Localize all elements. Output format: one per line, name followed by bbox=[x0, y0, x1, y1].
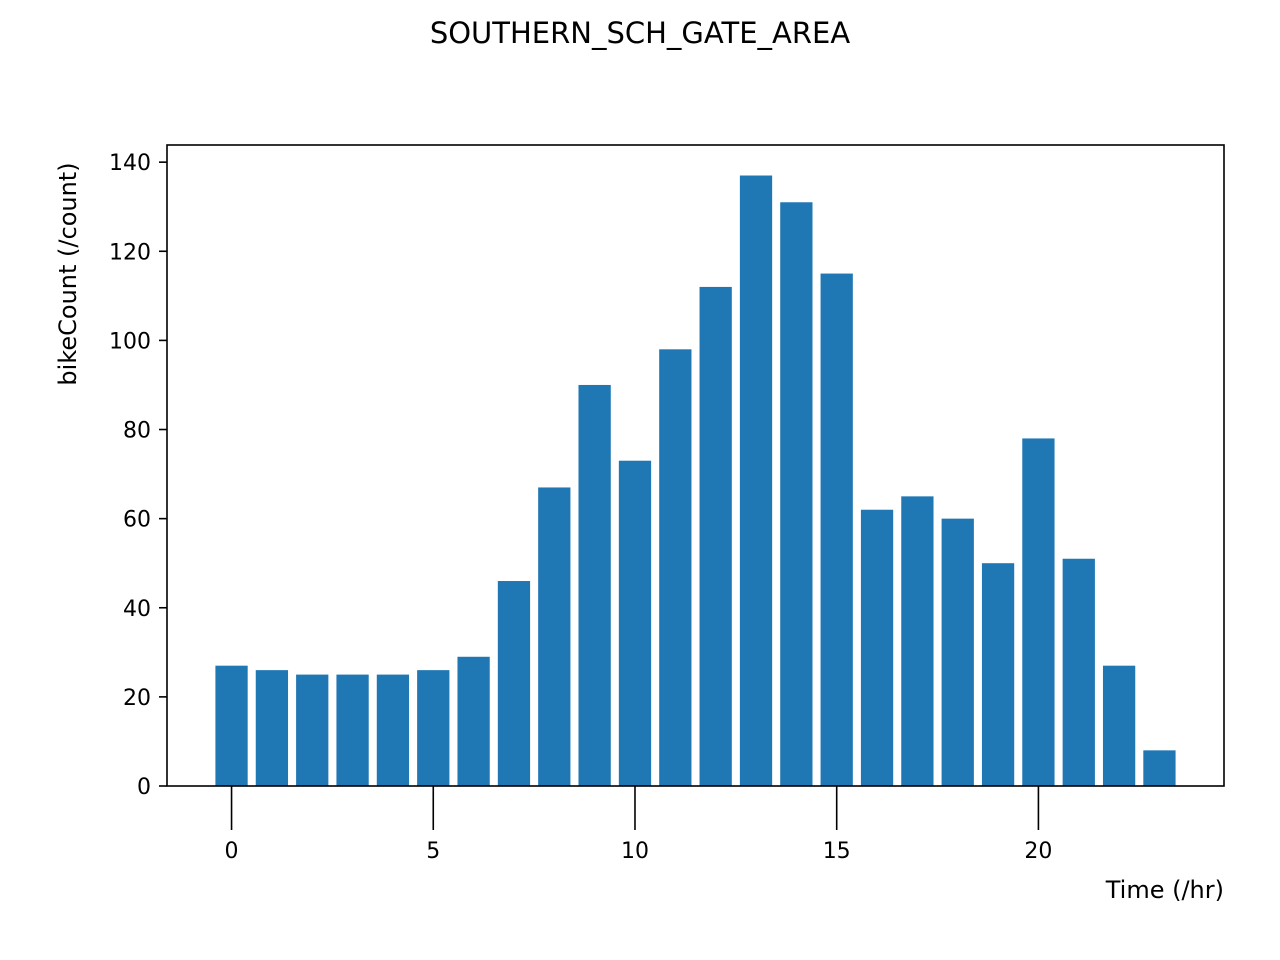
bar-hour-2 bbox=[296, 674, 329, 786]
bar-hour-20 bbox=[1022, 438, 1055, 786]
bar-hour-15 bbox=[820, 273, 853, 786]
bars-group bbox=[215, 175, 1176, 786]
y-axis-label: bikeCount (/count) bbox=[54, 162, 82, 385]
bar-hour-3 bbox=[336, 674, 369, 786]
bar-hour-1 bbox=[255, 670, 289, 786]
x-tick-label: 5 bbox=[426, 839, 440, 864]
bar-hour-9 bbox=[578, 384, 611, 786]
x-tick-label: 15 bbox=[823, 839, 851, 864]
bar-hour-17 bbox=[901, 496, 934, 786]
bar-hour-0 bbox=[215, 665, 248, 786]
bar-hour-23 bbox=[1143, 750, 1176, 786]
bar-hour-7 bbox=[497, 581, 531, 786]
bar-hour-12 bbox=[699, 286, 732, 786]
y-tick-label: 100 bbox=[109, 329, 151, 354]
y-tick-label: 20 bbox=[123, 686, 151, 711]
bar-hour-5 bbox=[417, 670, 450, 786]
x-axis-ticks: 0 5 10 15 20 bbox=[225, 786, 1052, 864]
y-tick-label: 140 bbox=[109, 151, 151, 176]
bar-hour-13 bbox=[739, 175, 773, 786]
y-tick-label: 80 bbox=[123, 419, 151, 444]
y-tick-label: 60 bbox=[123, 508, 151, 533]
bar-hour-10 bbox=[618, 460, 652, 786]
y-tick-label: 120 bbox=[109, 240, 151, 265]
chart-title: SOUTHERN_SCH_GATE_AREA bbox=[430, 16, 851, 50]
y-tick-label: 0 bbox=[137, 775, 151, 800]
bar-hour-22 bbox=[1102, 665, 1136, 786]
x-tick-label: 10 bbox=[621, 839, 649, 864]
bar-hour-4 bbox=[376, 674, 410, 786]
bar-hour-14 bbox=[780, 202, 813, 786]
x-tick-label: 20 bbox=[1024, 839, 1052, 864]
bar-hour-8 bbox=[538, 487, 571, 786]
y-tick-label: 40 bbox=[123, 597, 151, 622]
bar-hour-16 bbox=[860, 509, 894, 786]
bar-hour-19 bbox=[981, 563, 1015, 786]
bar-hour-21 bbox=[1062, 558, 1095, 786]
bar-hour-6 bbox=[457, 656, 490, 786]
x-axis-label: Time (/hr) bbox=[1105, 876, 1224, 904]
x-tick-label: 0 bbox=[225, 839, 239, 864]
bar-hour-11 bbox=[659, 349, 692, 786]
plot-frame bbox=[166, 144, 1225, 787]
y-axis-ticks: 0 20 40 60 80 100 120 140 bbox=[109, 151, 167, 800]
bar-hour-18 bbox=[941, 518, 974, 786]
